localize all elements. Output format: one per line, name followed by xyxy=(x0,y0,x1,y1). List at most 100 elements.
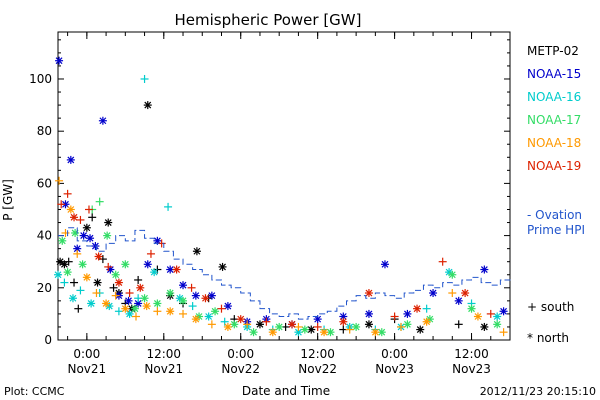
y-tick-label: 60 xyxy=(37,176,52,190)
data-point-north xyxy=(66,155,75,164)
data-point-south xyxy=(63,189,72,198)
data-point-south xyxy=(95,197,104,206)
data-point-south xyxy=(76,286,85,295)
data-point-north xyxy=(422,317,431,326)
data-point-north xyxy=(191,291,200,300)
plot-frame xyxy=(57,31,511,341)
data-point-south xyxy=(188,302,197,311)
legend: METP-02 NOAA-15 NOAA-16 NOAA-17 NOAA-18 NOAA-… xyxy=(527,44,585,345)
data-point-north xyxy=(111,270,120,279)
y-axis-label: P [GW] xyxy=(1,179,15,221)
data-point-north xyxy=(70,213,79,222)
legend-entry: NOAA-16 xyxy=(527,90,581,104)
data-point-south xyxy=(422,304,431,313)
data-point-north xyxy=(66,205,75,214)
data-point-south xyxy=(57,200,66,209)
data-point-south xyxy=(486,309,495,318)
data-point-south xyxy=(499,328,508,337)
data-point-north xyxy=(136,283,145,292)
x-tick-date-label: Nov23 xyxy=(375,362,414,376)
data-point-south xyxy=(153,307,162,316)
data-point-south xyxy=(390,312,399,321)
y-tick-label: 20 xyxy=(37,281,52,295)
data-point-north xyxy=(143,101,152,110)
data-point-north xyxy=(416,325,425,334)
legend-entry-ovation: - Ovation xyxy=(527,208,582,222)
data-point-south xyxy=(132,312,141,321)
data-point-north xyxy=(153,299,162,308)
chart-title: Hemispheric Power [GW] xyxy=(175,11,362,29)
y-tick-label: 80 xyxy=(37,124,52,138)
legend-entry: NOAA-17 xyxy=(527,113,581,127)
data-point-south xyxy=(92,289,101,298)
data-point-north xyxy=(71,228,80,237)
series-noaa-15 xyxy=(55,56,508,329)
y-axis-ticks: 0 20 40 60 80 100 xyxy=(29,39,510,347)
data-point-north xyxy=(320,328,329,337)
data-point-north xyxy=(371,328,380,337)
data-point-south xyxy=(70,278,79,287)
data-point-south xyxy=(55,176,64,185)
data-point-north xyxy=(339,317,348,326)
data-point-north xyxy=(294,328,303,337)
data-point-north xyxy=(288,320,297,329)
data-point-north xyxy=(352,322,361,331)
data-point-north xyxy=(403,320,412,329)
data-point-north xyxy=(86,234,95,243)
legend-entry: NOAA-19 xyxy=(527,159,581,173)
data-point-north xyxy=(94,252,103,261)
data-point-south xyxy=(179,309,188,318)
data-point-north xyxy=(413,304,422,313)
data-point-north xyxy=(364,309,373,318)
legend-entry: NOAA-15 xyxy=(527,67,581,81)
series-noaa-19 xyxy=(57,189,495,331)
data-point-north xyxy=(82,273,91,282)
legend-entry: NOAA-18 xyxy=(527,136,581,150)
data-point-north xyxy=(380,260,389,269)
data-point-south xyxy=(164,202,173,211)
data-point-north xyxy=(454,296,463,305)
data-point-north xyxy=(93,278,102,287)
series-noaa-17 xyxy=(58,197,502,337)
data-point-north xyxy=(467,304,476,313)
series-ovation-prime-hpi xyxy=(58,227,511,320)
data-point-north xyxy=(204,312,213,321)
x-tick-time-label: 12:00 xyxy=(146,347,181,361)
data-point-north xyxy=(223,322,232,331)
x-axis-label: Date and Time xyxy=(242,384,330,398)
data-point-south xyxy=(60,278,69,287)
data-point-north xyxy=(461,289,470,298)
data-point-north xyxy=(473,312,482,321)
data-point-north xyxy=(275,322,284,331)
data-point-north xyxy=(403,309,412,318)
data-point-north xyxy=(166,307,175,316)
data-point-north xyxy=(429,289,438,298)
data-point-north xyxy=(223,302,232,311)
data-point-south xyxy=(294,322,303,331)
footer-timestamp: 2012/11/23 20:15:10 xyxy=(480,385,596,398)
data-point-south xyxy=(64,257,73,266)
data-point-north xyxy=(102,299,111,308)
x-tick-date-label: Nov22 xyxy=(221,362,260,376)
x-tick-time-label: 0:00 xyxy=(73,347,100,361)
data-point-south xyxy=(73,249,82,258)
data-point-south xyxy=(109,283,118,292)
data-point-south xyxy=(98,255,107,264)
x-tick-date-label: Nov23 xyxy=(452,362,491,376)
data-point-north xyxy=(307,325,316,334)
data-point-north xyxy=(121,304,130,313)
data-point-north xyxy=(236,315,245,324)
data-point-north xyxy=(114,278,123,287)
data-point-north xyxy=(166,289,175,298)
data-point-south xyxy=(140,74,149,83)
data-point-north xyxy=(124,296,133,305)
ovation-hpi-line xyxy=(58,227,511,320)
data-point-north xyxy=(230,320,239,329)
data-point-north xyxy=(480,322,489,331)
y-tick-label: 40 xyxy=(37,229,52,243)
data-point-north xyxy=(130,304,139,313)
series-layer xyxy=(54,56,511,337)
x-tick-time-label: 12:00 xyxy=(454,347,489,361)
data-point-north xyxy=(255,320,264,329)
